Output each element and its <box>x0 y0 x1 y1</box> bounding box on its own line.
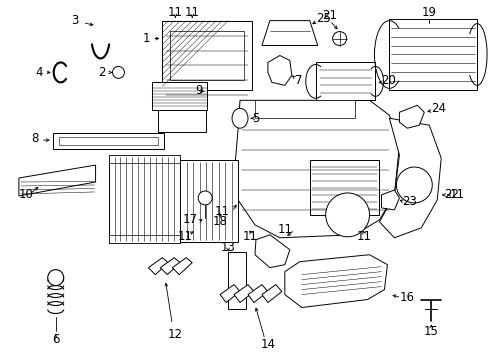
Bar <box>108 155 180 243</box>
Polygon shape <box>381 190 399 210</box>
Polygon shape <box>235 100 399 238</box>
Polygon shape <box>234 285 253 302</box>
Bar <box>108 235 180 243</box>
Bar <box>108 155 180 163</box>
Text: 16: 16 <box>399 291 413 304</box>
Bar <box>309 160 379 215</box>
Polygon shape <box>220 285 240 302</box>
Text: 24: 24 <box>430 102 446 115</box>
Text: 4: 4 <box>35 66 42 79</box>
Polygon shape <box>267 55 291 85</box>
Polygon shape <box>172 258 192 275</box>
Bar <box>254 100 354 118</box>
Text: 21: 21 <box>322 9 337 22</box>
Polygon shape <box>262 21 317 45</box>
Circle shape <box>112 67 124 78</box>
Bar <box>59 137 158 145</box>
Text: 13: 13 <box>220 241 235 254</box>
Text: 7: 7 <box>294 74 302 87</box>
Text: 15: 15 <box>423 325 438 338</box>
Circle shape <box>198 191 212 205</box>
Ellipse shape <box>232 108 247 128</box>
Text: 11: 11 <box>277 223 292 236</box>
Text: 11: 11 <box>184 6 199 19</box>
Polygon shape <box>262 285 281 302</box>
Text: 2: 2 <box>98 66 105 79</box>
Circle shape <box>332 32 346 45</box>
Circle shape <box>325 193 369 237</box>
Text: 11: 11 <box>167 6 183 19</box>
Bar <box>158 110 206 132</box>
Polygon shape <box>247 285 267 302</box>
Text: 10: 10 <box>19 188 34 202</box>
Bar <box>162 21 251 90</box>
Text: 20: 20 <box>381 74 396 87</box>
Text: 12: 12 <box>167 328 183 341</box>
Text: 22: 22 <box>443 188 458 202</box>
Text: 1: 1 <box>142 32 150 45</box>
Polygon shape <box>379 118 440 238</box>
Text: 11: 11 <box>242 230 257 243</box>
Text: 19: 19 <box>421 6 436 19</box>
Polygon shape <box>160 258 180 275</box>
Circle shape <box>48 270 63 285</box>
Text: 11: 11 <box>215 205 229 219</box>
Bar <box>315 62 375 100</box>
Polygon shape <box>254 235 289 268</box>
Text: 5: 5 <box>251 112 259 125</box>
Text: 6: 6 <box>52 333 60 346</box>
Text: 11: 11 <box>448 188 463 202</box>
Circle shape <box>396 167 431 203</box>
Bar <box>53 133 164 149</box>
Polygon shape <box>399 105 424 128</box>
Bar <box>180 160 238 242</box>
Polygon shape <box>148 258 168 275</box>
Text: 14: 14 <box>260 338 275 351</box>
Text: 23: 23 <box>402 195 416 208</box>
Text: 3: 3 <box>71 14 79 27</box>
Bar <box>388 19 476 90</box>
Text: 17: 17 <box>183 213 197 226</box>
Text: 18: 18 <box>212 215 227 228</box>
Polygon shape <box>19 165 95 196</box>
Polygon shape <box>285 255 386 307</box>
Bar <box>152 82 207 110</box>
Text: 9: 9 <box>195 84 203 97</box>
Bar <box>170 31 244 80</box>
Text: 11: 11 <box>177 230 192 243</box>
Text: 8: 8 <box>31 132 39 145</box>
Text: 25: 25 <box>315 12 330 25</box>
Bar <box>227 252 245 310</box>
Text: 11: 11 <box>356 230 371 243</box>
